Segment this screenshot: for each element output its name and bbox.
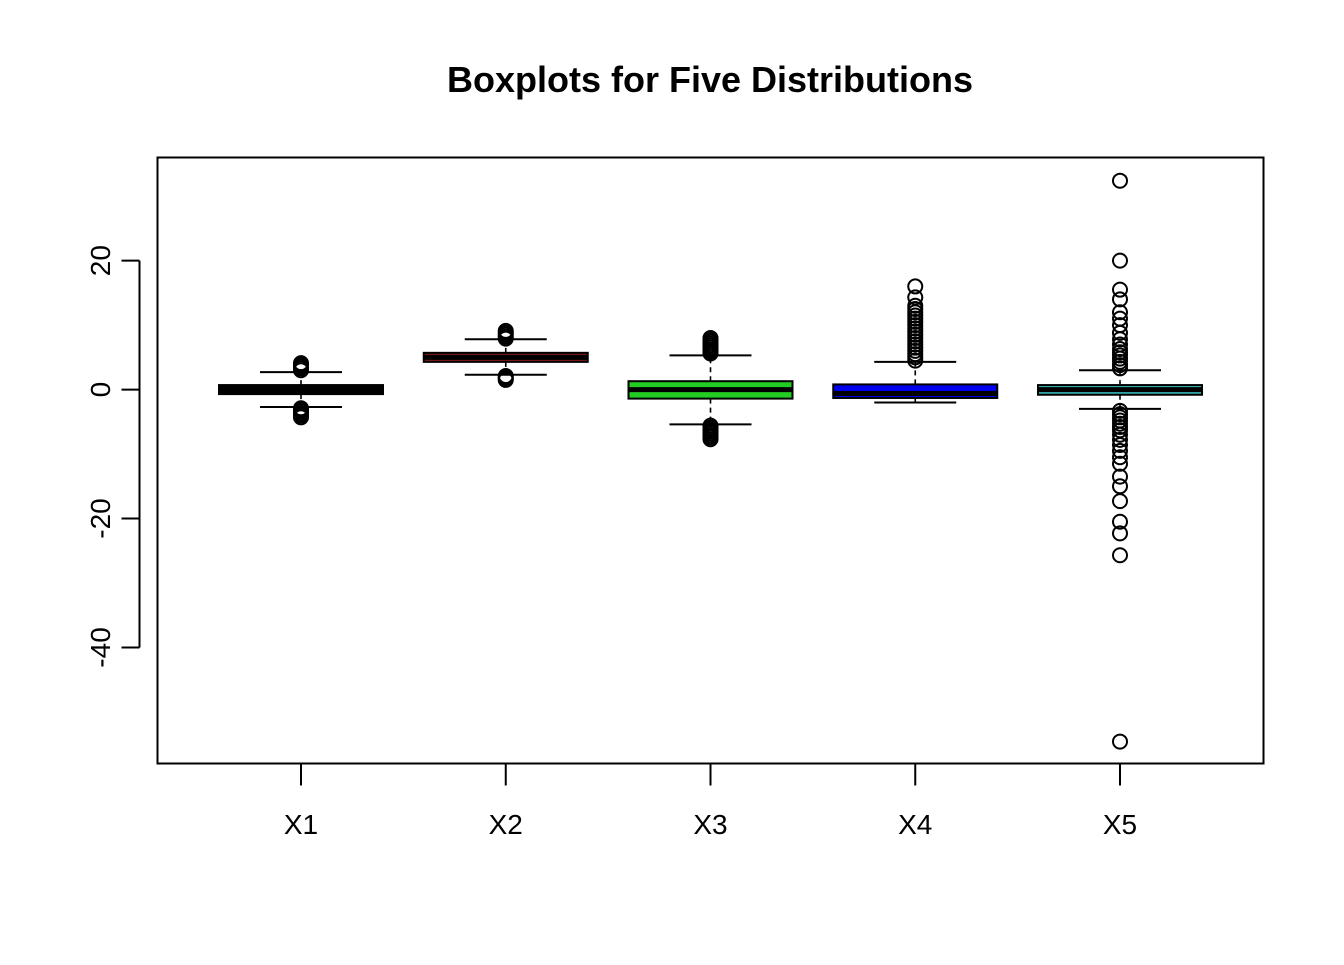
outlier-point bbox=[907, 297, 924, 314]
outlier-point bbox=[1112, 442, 1128, 459]
outlier-point bbox=[1112, 455, 1128, 472]
outlier-point bbox=[1112, 513, 1128, 530]
outlier-point bbox=[1112, 733, 1128, 750]
x-tick-label: X4 bbox=[898, 809, 932, 840]
outlier-point bbox=[1112, 478, 1128, 495]
x-tick-label: X3 bbox=[693, 809, 727, 840]
outlier-point bbox=[1112, 426, 1128, 443]
x-tick-label: X5 bbox=[1103, 809, 1137, 840]
box-x3 bbox=[627, 330, 794, 448]
outlier-point bbox=[1112, 547, 1128, 564]
outlier-point bbox=[1112, 336, 1128, 353]
box-x2 bbox=[422, 322, 589, 388]
outlier-point bbox=[907, 278, 924, 295]
outlier-point bbox=[1112, 281, 1128, 298]
chart-title: Boxplots for Five Distributions bbox=[447, 59, 973, 100]
outlier-point bbox=[1112, 449, 1128, 466]
outlier-point bbox=[293, 355, 309, 372]
outlier-point bbox=[1112, 340, 1128, 357]
outlier-point bbox=[497, 371, 514, 388]
box-x5 bbox=[1037, 172, 1203, 750]
boxes-layer bbox=[218, 172, 1203, 750]
outlier-point bbox=[497, 322, 514, 339]
outlier-point bbox=[1112, 172, 1128, 189]
axes-layer: -40 -20 0 20 X1 X2 X3 X4 X5 bbox=[85, 245, 1137, 840]
x-tick-label: X1 bbox=[284, 809, 318, 840]
outlier-point bbox=[1112, 431, 1128, 448]
outlier-point bbox=[1112, 437, 1128, 454]
box-x1 bbox=[218, 355, 384, 426]
outlier-point bbox=[293, 409, 309, 426]
outlier-point bbox=[1112, 291, 1128, 308]
outlier-point bbox=[1112, 525, 1128, 542]
outlier-point bbox=[702, 330, 719, 347]
outlier-point bbox=[907, 289, 924, 306]
outlier-point bbox=[1112, 493, 1128, 510]
y-tick-label: 0 bbox=[85, 382, 116, 398]
outlier-point bbox=[1112, 252, 1128, 269]
x-tick-label: X2 bbox=[489, 809, 523, 840]
y-tick-label: -20 bbox=[85, 498, 116, 538]
outlier-point bbox=[1112, 310, 1128, 327]
y-tick-label: -40 bbox=[85, 627, 116, 667]
plot-frame bbox=[156, 156, 1265, 765]
outlier-point bbox=[702, 431, 719, 448]
outlier-point bbox=[1112, 317, 1128, 334]
box-x4 bbox=[832, 278, 999, 404]
y-tick-label: 20 bbox=[85, 245, 116, 276]
outlier-point bbox=[1112, 468, 1128, 485]
outlier-point bbox=[1112, 304, 1128, 321]
